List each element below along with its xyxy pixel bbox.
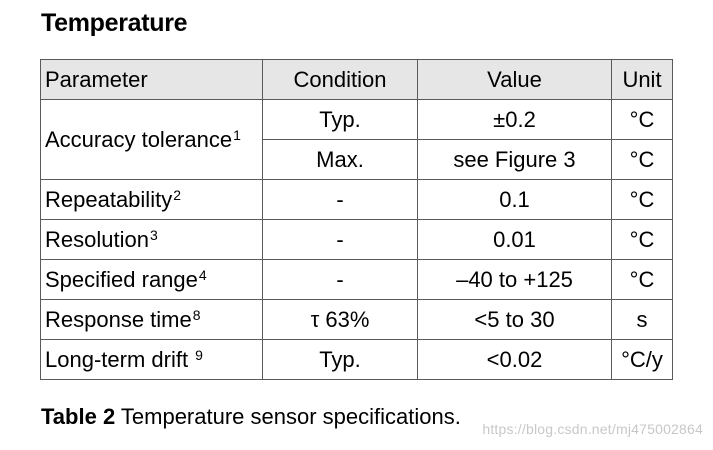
cell-value: see Figure 3: [417, 139, 612, 180]
caption-text: Temperature sensor specifications.: [115, 404, 461, 429]
cell-value: <0.02: [417, 339, 612, 380]
cell-condition: τ 63%: [262, 299, 418, 340]
table-row: Long-term drift 9 Typ. <0.02 °C/y: [40, 339, 673, 380]
cell-parameter: Specified range4: [40, 259, 263, 300]
parameter-name: Repeatability: [45, 186, 173, 212]
table-row: Max. see Figure 3 °C: [41, 139, 673, 180]
cell-unit: °C/y: [611, 339, 673, 380]
section-heading: Temperature: [41, 9, 188, 37]
cell-parameter: Resolution3: [40, 219, 263, 260]
parameter-name: Accuracy tolerance: [45, 126, 233, 152]
cell-unit: °C: [611, 179, 673, 220]
table-row: Resolution3 - 0.01 °C: [40, 219, 673, 260]
footnote-marker: 2: [173, 186, 181, 203]
table-row: Repeatability2 - 0.1 °C: [40, 179, 673, 220]
cell-value: 0.01: [417, 219, 612, 260]
column-header-condition: Condition: [262, 59, 418, 100]
cell-condition: -: [262, 259, 418, 300]
parameter-name: Specified range: [45, 266, 198, 292]
table-header-row: Parameter Condition Value Unit: [40, 59, 673, 100]
cell-parameter: Accuracy tolerance1: [40, 99, 263, 180]
column-header-unit: Unit: [611, 59, 673, 100]
cell-condition: -: [262, 219, 418, 260]
column-header-value: Value: [417, 59, 612, 100]
cell-parameter: Repeatability2: [40, 179, 263, 220]
table-row: Specified range4 - –40 to +125 °C: [40, 259, 673, 300]
caption-label: Table 2: [41, 404, 116, 429]
cell-parameter: Long-term drift 9: [40, 339, 263, 380]
footnote-marker: 1: [233, 126, 241, 143]
cell-parameter: Response time8: [40, 299, 263, 340]
cell-unit: °C: [611, 99, 673, 140]
cell-unit: °C: [611, 259, 673, 300]
parameter-name: Resolution: [45, 226, 149, 252]
cell-value: <5 to 30: [417, 299, 612, 340]
watermark-url: https://blog.csdn.net/mj475002864: [482, 421, 703, 437]
footnote-marker: 4: [198, 266, 207, 283]
column-header-parameter: Parameter: [40, 59, 263, 100]
table-row: Accuracy tolerance1 Typ. ±0.2 °C: [40, 99, 673, 180]
cell-value: 0.1: [417, 179, 612, 220]
cell-unit: °C: [611, 139, 673, 180]
cell-condition: Max.: [262, 139, 418, 180]
parameter-name: Response time: [45, 306, 192, 332]
footnote-marker: 3: [149, 226, 158, 243]
cell-value: –40 to +125: [417, 259, 612, 300]
cell-condition: Typ.: [262, 99, 418, 140]
table-caption: Table 2 Temperature sensor specification…: [41, 404, 461, 430]
cell-unit: s: [611, 299, 673, 340]
cell-value: ±0.2: [417, 99, 612, 140]
cell-unit: °C: [611, 219, 673, 260]
temperature-spec-table: Parameter Condition Value Unit Accuracy …: [40, 59, 673, 380]
parameter-name: Long-term drift: [45, 346, 195, 372]
cell-condition: -: [262, 179, 418, 220]
cell-condition: Typ.: [262, 339, 418, 380]
footnote-marker: 8: [192, 306, 201, 323]
table-row: Response time8 τ 63% <5 to 30 s: [40, 299, 673, 340]
footnote-marker: 9: [195, 346, 203, 363]
